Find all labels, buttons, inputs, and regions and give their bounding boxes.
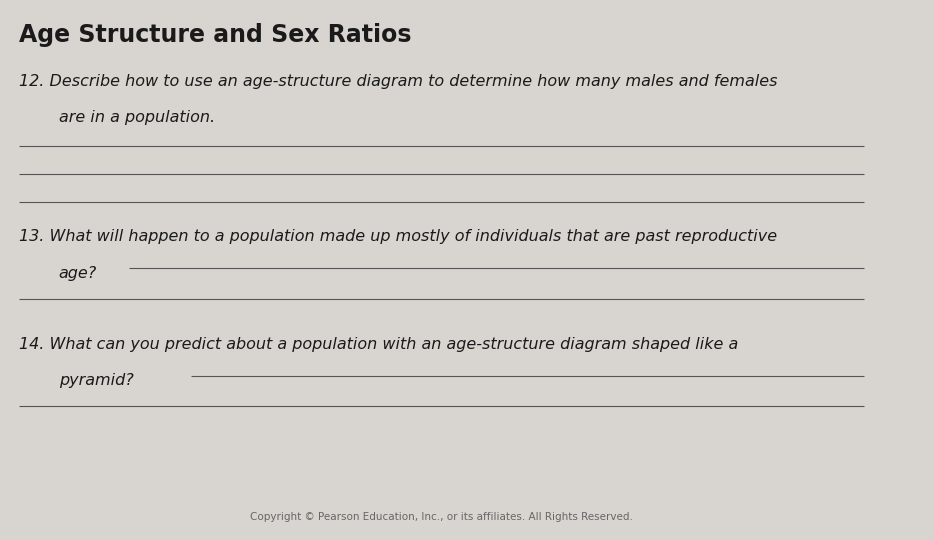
Text: 12. Describe how to use an age-structure diagram to determine how many males and: 12. Describe how to use an age-structure… (19, 74, 777, 89)
Text: Age Structure and Sex Ratios: Age Structure and Sex Ratios (19, 23, 411, 47)
Text: 13. What will happen to a population made up mostly of individuals that are past: 13. What will happen to a population mad… (19, 229, 777, 244)
Text: pyramid?: pyramid? (59, 373, 133, 388)
Text: Copyright © Pearson Education, Inc., or its affiliates. All Rights Reserved.: Copyright © Pearson Education, Inc., or … (250, 512, 633, 522)
Text: are in a population.: are in a population. (59, 110, 215, 125)
Text: age?: age? (59, 266, 97, 281)
Text: 14. What can you predict about a population with an age-structure diagram shaped: 14. What can you predict about a populat… (19, 336, 738, 351)
